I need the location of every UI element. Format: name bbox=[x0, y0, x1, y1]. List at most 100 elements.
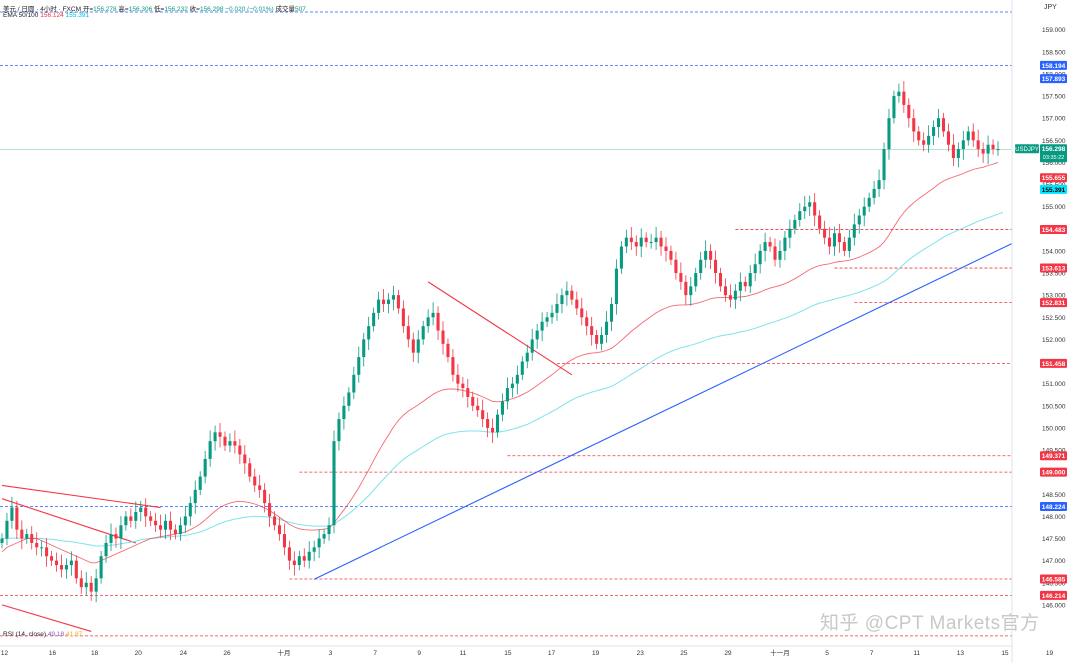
candle-body bbox=[515, 374, 519, 384]
candle bbox=[634, 235, 638, 256]
candle-body bbox=[183, 516, 187, 526]
candle bbox=[89, 576, 93, 601]
candle bbox=[723, 278, 727, 302]
candle bbox=[268, 493, 272, 528]
symbol-tag-label: USDJPY bbox=[1015, 147, 1039, 153]
candle bbox=[436, 306, 440, 340]
candle bbox=[619, 241, 623, 274]
candle-body bbox=[976, 140, 980, 150]
candle bbox=[312, 540, 316, 562]
candle-body bbox=[991, 144, 995, 150]
y-tick-label: 155.000 bbox=[1042, 204, 1066, 211]
candle bbox=[377, 291, 381, 320]
candle-body bbox=[922, 140, 926, 145]
candle-body bbox=[193, 489, 197, 504]
candle-body bbox=[773, 246, 777, 260]
candle bbox=[287, 540, 291, 570]
candle-body bbox=[297, 556, 301, 566]
candle-body bbox=[268, 503, 272, 517]
y-tick-label: 147.500 bbox=[1042, 536, 1066, 543]
candle-body bbox=[178, 525, 182, 535]
candle-body bbox=[40, 547, 44, 549]
candle bbox=[932, 120, 936, 146]
candle-body bbox=[228, 441, 232, 446]
price-tag-bg bbox=[1040, 173, 1067, 183]
candle bbox=[505, 377, 509, 410]
price-tag-bg bbox=[1040, 298, 1067, 308]
x-tick-label: 23 bbox=[637, 650, 645, 657]
candle-body bbox=[907, 104, 911, 119]
price-tag-bg bbox=[1040, 263, 1067, 273]
y-tick-label: 153.500 bbox=[1042, 271, 1066, 278]
candle-body bbox=[139, 507, 143, 512]
candle bbox=[897, 83, 901, 103]
candle-body bbox=[332, 441, 336, 526]
candle bbox=[114, 527, 118, 548]
price-tag-value: 151.458 bbox=[1042, 361, 1066, 368]
y-tick-label: 146.500 bbox=[1042, 580, 1066, 587]
trendline-resist-sept-c bbox=[1, 604, 92, 632]
candle-body bbox=[728, 295, 732, 300]
price-tag-value: 146.214 bbox=[1042, 593, 1066, 600]
candle bbox=[159, 514, 163, 538]
candle-body bbox=[882, 149, 886, 181]
candle-body bbox=[961, 140, 965, 150]
candle bbox=[818, 210, 822, 235]
candle-body bbox=[198, 476, 202, 490]
x-tick-label: 24 bbox=[180, 650, 188, 657]
candle-body bbox=[248, 463, 252, 477]
y-tick-label: 154.000 bbox=[1042, 248, 1066, 255]
y-tick-label: 156.000 bbox=[1042, 160, 1066, 167]
candle bbox=[951, 134, 955, 166]
candle bbox=[902, 81, 906, 113]
candle bbox=[857, 208, 861, 234]
candle bbox=[991, 139, 995, 155]
y-tick-label: 156.500 bbox=[1042, 138, 1066, 145]
candle-body bbox=[238, 445, 242, 455]
candle bbox=[555, 293, 559, 321]
candle-body bbox=[783, 237, 787, 251]
candle-body bbox=[119, 525, 123, 539]
candle-body bbox=[758, 250, 762, 265]
candle-body bbox=[927, 135, 931, 145]
candle-body bbox=[5, 520, 9, 539]
price-tags: 158.194157.893156.124155.655155.391154.4… bbox=[1015, 60, 1067, 600]
candle bbox=[357, 346, 361, 383]
candle bbox=[565, 281, 569, 306]
y-tick-label: 157.000 bbox=[1042, 116, 1066, 123]
candle bbox=[823, 220, 827, 245]
candle-body bbox=[10, 507, 14, 521]
candle-body bbox=[292, 560, 296, 566]
candle bbox=[431, 302, 435, 326]
candle bbox=[530, 328, 534, 361]
candle bbox=[981, 142, 985, 163]
candle bbox=[64, 558, 68, 579]
candle bbox=[178, 517, 182, 541]
candle-body bbox=[79, 578, 83, 588]
candle-body bbox=[808, 202, 812, 207]
candle-body bbox=[367, 326, 371, 340]
candle-body bbox=[362, 339, 366, 358]
candle-body bbox=[872, 188, 876, 198]
candle bbox=[198, 471, 202, 496]
candle bbox=[119, 515, 123, 550]
price-tag-bg bbox=[1040, 590, 1067, 600]
candle-body bbox=[84, 582, 88, 588]
trendline-support bbox=[313, 214, 1071, 580]
candle bbox=[218, 423, 222, 448]
y-tick-label: 150.000 bbox=[1042, 425, 1066, 432]
candle-body bbox=[401, 308, 405, 327]
y-tick-label: 150.500 bbox=[1042, 403, 1066, 410]
candle-body bbox=[50, 556, 54, 561]
candle bbox=[263, 483, 267, 513]
candle bbox=[862, 197, 866, 227]
price-tag: 158.194 bbox=[1040, 60, 1067, 70]
candle-body bbox=[694, 273, 698, 287]
price-axis: 159.000158.500158.000157.500157.000156.5… bbox=[1011, 0, 1071, 663]
y-tick-label: 149.500 bbox=[1042, 448, 1066, 455]
candle-body bbox=[981, 149, 985, 154]
candle bbox=[297, 550, 301, 571]
candle-body bbox=[505, 388, 509, 402]
horizontal-levels bbox=[0, 11, 1071, 637]
